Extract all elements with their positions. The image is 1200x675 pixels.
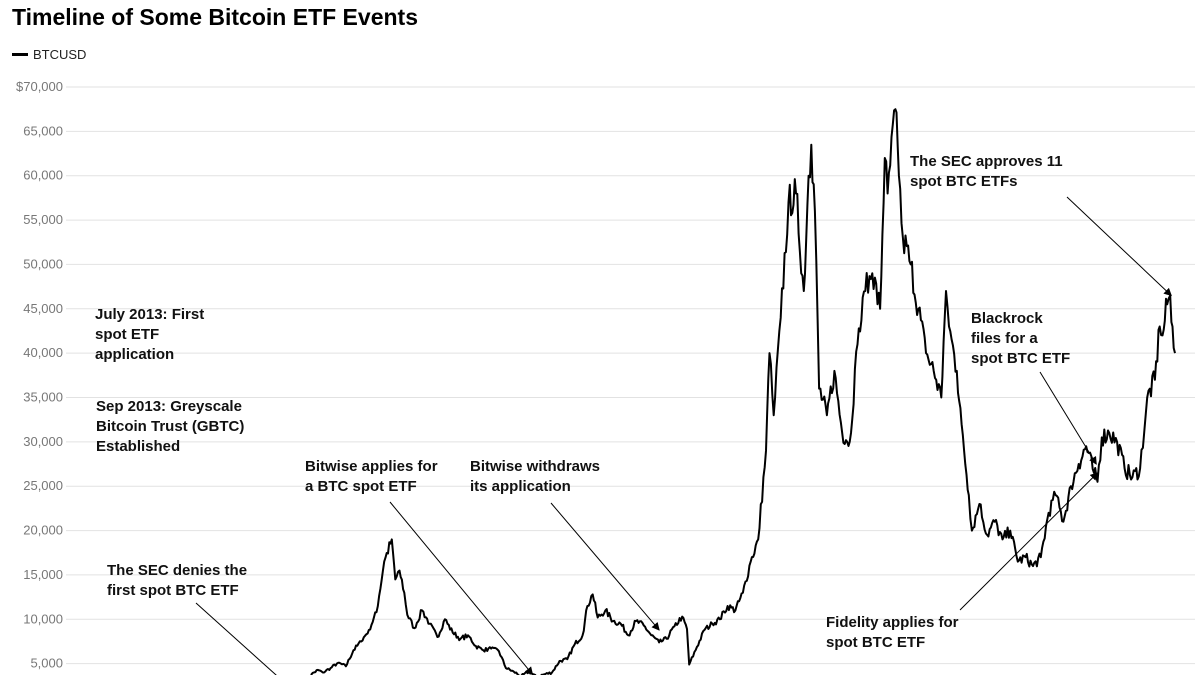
annotation-sec-denies: The SEC denies the first spot BTC ETF: [107, 562, 248, 599]
annotation-arrows: [195, 196, 1172, 675]
y-tick-label: 20,000: [23, 523, 63, 538]
grid: [66, 86, 1195, 665]
legend-label: BTCUSD: [33, 47, 87, 62]
annotation-bitwise-applies: Bitwise applies for a BTC spot ETF: [305, 458, 438, 495]
annotation-bitwise-withdraws: Bitwise withdraws its application: [470, 458, 601, 495]
annotation-blackrock-files: Blackrock files for a spot BTC ETF: [971, 310, 1071, 367]
legend-swatch: [12, 53, 28, 56]
y-tick-labels: $70,000 65,000 60,000 55,000 50,000 45,000 40,…: [16, 79, 63, 671]
annotation-gbtc-established: Sep 2013: Greyscale Bitcoin Trust (GBTC)…: [96, 398, 245, 455]
annotation-arrow: [195, 602, 277, 675]
y-tick-label: 15,000: [23, 567, 63, 582]
y-tick-label: 50,000: [23, 256, 63, 271]
y-tick-label: 45,000: [23, 301, 63, 316]
legend: BTCUSD: [12, 47, 86, 62]
series-layer: [310, 108, 1176, 675]
y-tick-label: 30,000: [23, 434, 63, 449]
annotation-arrow: [389, 501, 534, 675]
annotation-arrow: [1066, 196, 1172, 297]
y-tick-label: 25,000: [23, 478, 63, 493]
y-tick-label: $70,000: [16, 79, 63, 94]
chart-title: Timeline of Some Bitcoin ETF Events: [12, 4, 418, 30]
y-tick-label: 55,000: [23, 212, 63, 227]
annotation-sec-approves: The SEC approves 11 spot BTC ETFs: [910, 153, 1063, 190]
y-tick-label: 10,000: [23, 611, 63, 626]
y-tick-label: 5,000: [30, 656, 63, 671]
annotation-arrow: [550, 502, 660, 631]
y-tick-label: 65,000: [23, 123, 63, 138]
y-tick-label: 60,000: [23, 168, 63, 183]
annotation-fidelity-applies: Fidelity applies for spot BTC ETF: [826, 614, 959, 651]
annotation-first-etf-application: July 2013: First spot ETF application: [95, 306, 205, 363]
y-tick-label: 35,000: [23, 390, 63, 405]
annotation-arrow: [959, 472, 1099, 611]
series-line-btcusd: [310, 108, 1176, 675]
y-tick-label: 40,000: [23, 345, 63, 360]
